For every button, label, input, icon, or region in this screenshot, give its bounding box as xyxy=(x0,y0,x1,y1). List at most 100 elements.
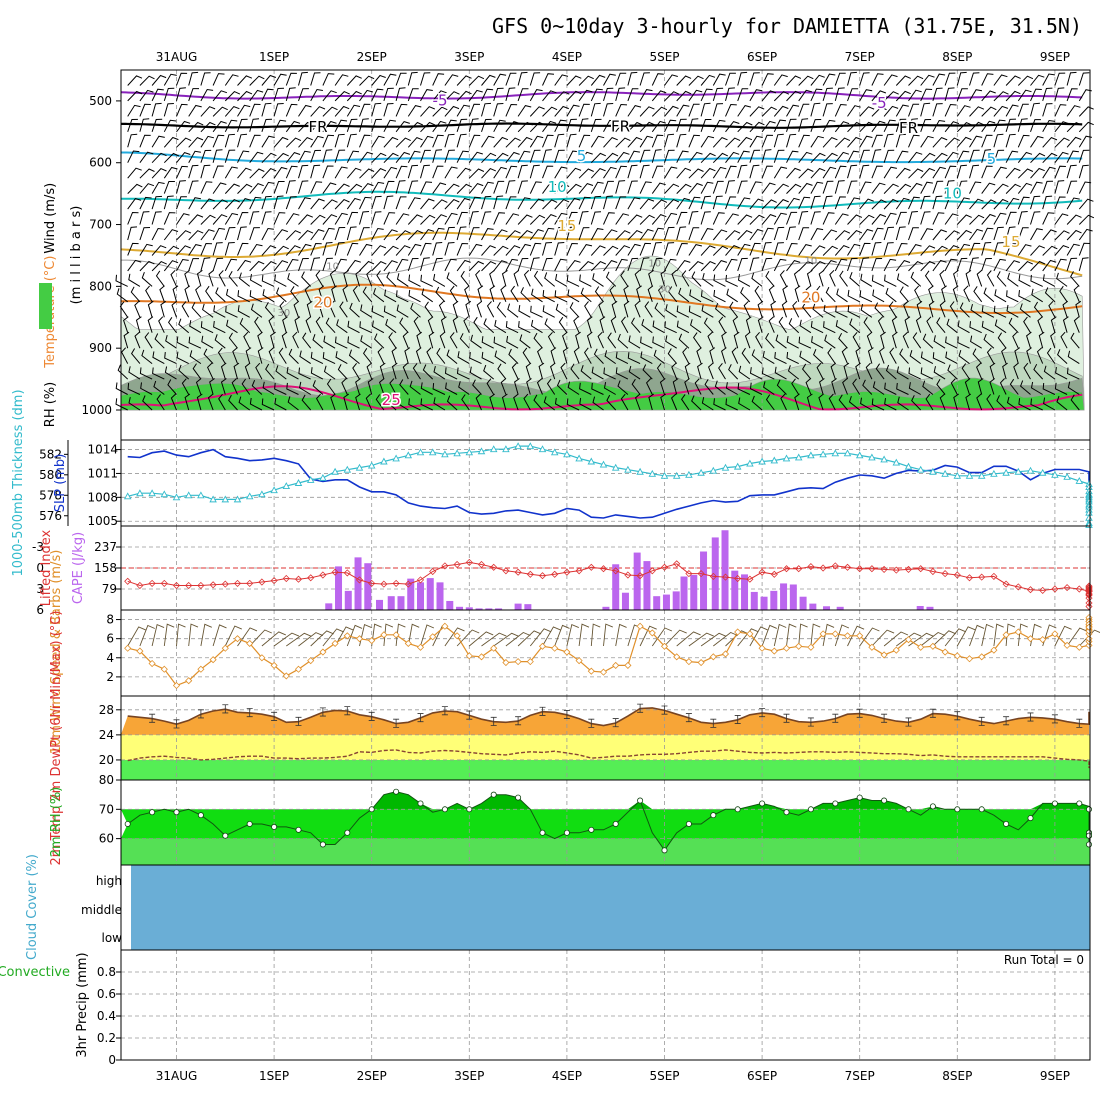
barb-48 xyxy=(151,135,165,148)
barb-1735 xyxy=(1066,367,1080,380)
wind10m-barb-28 xyxy=(469,631,494,647)
barb-1216 xyxy=(798,168,814,179)
barb-122 xyxy=(188,258,199,272)
barb-1550 xyxy=(981,227,994,241)
barb-83 xyxy=(154,333,165,349)
barb-488 xyxy=(395,137,411,148)
barb-1115 xyxy=(729,301,739,318)
barb-599 xyxy=(456,150,469,163)
barb-1187 xyxy=(765,394,775,411)
li-point-12 xyxy=(270,577,278,585)
barb-749 xyxy=(542,90,557,102)
barb-1149 xyxy=(761,149,772,163)
li-point-46 xyxy=(685,570,693,578)
barb-132 xyxy=(200,72,211,86)
barb-32 xyxy=(139,227,151,241)
barb-1329 xyxy=(859,214,875,225)
barb-562 xyxy=(432,257,443,272)
barb-1690 xyxy=(1046,347,1056,364)
barb-286 xyxy=(285,72,297,86)
temp-minmax-8 xyxy=(222,704,229,714)
li-point-17 xyxy=(331,568,339,576)
barb-886 xyxy=(615,165,627,179)
barb-737 xyxy=(529,242,542,256)
barb-410 xyxy=(342,285,349,302)
barb-517 xyxy=(407,243,422,256)
temp-area xyxy=(120,707,1090,735)
barb-1232 xyxy=(810,74,825,86)
li-point-88 xyxy=(1085,590,1093,598)
barb-1709 xyxy=(1062,300,1069,318)
barb-298 xyxy=(285,258,299,272)
barb-1644 xyxy=(1023,316,1031,333)
barb-916 xyxy=(623,285,629,302)
barb-1488 xyxy=(941,285,947,302)
barb-862 xyxy=(603,137,618,148)
barb-1430 xyxy=(920,74,935,86)
barb-1022 xyxy=(688,227,700,241)
barb-179 xyxy=(224,119,238,133)
barb-16 xyxy=(123,316,129,333)
barb-812 xyxy=(556,379,568,395)
barb-310 xyxy=(298,104,312,117)
top-date-8sep: 8SEP xyxy=(942,50,972,64)
barb-713 xyxy=(517,214,533,225)
barb-268 xyxy=(273,136,289,148)
barb-404 xyxy=(346,197,361,210)
isotherm-label-12: 20 xyxy=(801,288,820,306)
barb-1431 xyxy=(920,88,933,102)
barb-1135 xyxy=(737,274,751,287)
barb-1451 xyxy=(911,395,922,411)
barb-1272 xyxy=(813,349,824,364)
barb-592 xyxy=(432,383,446,395)
li-point-30 xyxy=(490,563,498,571)
barb-726 xyxy=(529,72,541,86)
barb-183 xyxy=(224,183,240,194)
barb-617 xyxy=(468,89,483,102)
barb-1589 xyxy=(1005,150,1019,163)
barb-709 xyxy=(517,150,531,163)
wind10m-point-22 xyxy=(392,631,400,639)
barb-580 xyxy=(444,199,460,210)
barb-1310 xyxy=(847,257,858,272)
wind10m-point-2 xyxy=(148,659,156,668)
barb-1689 xyxy=(1050,331,1056,349)
barb-424 xyxy=(359,168,375,179)
barb-1468 xyxy=(926,316,934,333)
barb-352 xyxy=(322,73,335,86)
barb-61 xyxy=(144,332,153,349)
barb-189 xyxy=(218,270,226,287)
wind10m-barb-67 xyxy=(944,628,966,647)
barb-103 xyxy=(171,300,177,318)
barb-116 xyxy=(188,164,199,179)
barb-355 xyxy=(322,120,337,133)
barb-444 xyxy=(371,135,385,148)
slp-line xyxy=(127,448,1090,519)
barb-791 xyxy=(543,396,555,411)
barb-102 xyxy=(172,285,179,302)
barb-988 xyxy=(659,378,666,395)
barb-521 xyxy=(396,304,409,318)
barb-54 xyxy=(151,227,165,241)
wind10m-barb-60 xyxy=(859,627,880,647)
cloud-level-high: high xyxy=(96,874,122,888)
barb-1217 xyxy=(798,182,813,194)
wind10m-point-19 xyxy=(355,635,364,643)
wind10m-point-33 xyxy=(526,658,534,666)
barb-1233 xyxy=(810,88,823,102)
rh-area-mid xyxy=(120,809,1090,851)
barb-1008 xyxy=(667,348,678,364)
barb-169 xyxy=(202,303,214,318)
barb-839 xyxy=(590,118,602,132)
barb-1017 xyxy=(688,151,703,164)
barb-1530 xyxy=(969,257,979,272)
barb-266 xyxy=(273,103,284,117)
barb-147 xyxy=(191,302,202,318)
barb-931 xyxy=(639,181,652,194)
wind10m-barb-14 xyxy=(298,632,324,647)
barb-1703 xyxy=(1066,214,1082,225)
barb-1491 xyxy=(933,335,946,349)
barb-1346 xyxy=(871,134,883,148)
barb-312 xyxy=(298,137,313,148)
barb-630 xyxy=(464,285,470,302)
